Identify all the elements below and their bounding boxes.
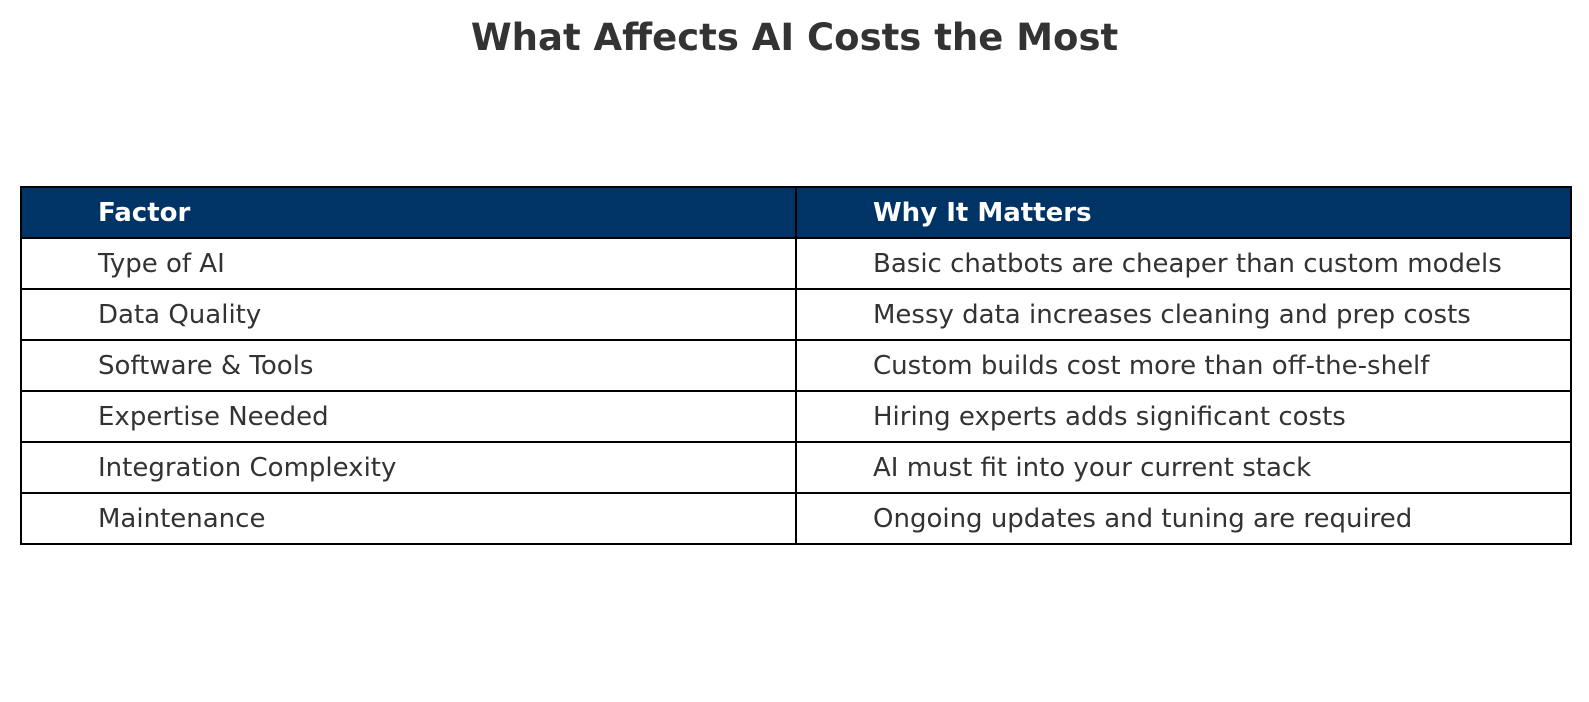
column-header-factor: Factor — [20, 186, 797, 239]
factor-table: Factor Why It Matters Type of AI Basic c… — [20, 186, 1572, 545]
factor-cell: Maintenance — [20, 492, 797, 545]
factor-cell: Software & Tools — [20, 339, 797, 392]
factor-cell: Integration Complexity — [20, 441, 797, 494]
factor-cell: Type of AI — [20, 237, 797, 290]
why-it-matters-cell: Messy data increases cleaning and prep c… — [795, 288, 1572, 341]
table-row: Software & Tools Custom builds cost more… — [20, 339, 1572, 392]
factor-cell: Data Quality — [20, 288, 797, 341]
why-it-matters-cell: Hiring experts adds significant costs — [795, 390, 1572, 443]
table-row: Maintenance Ongoing updates and tuning a… — [20, 492, 1572, 545]
factor-cell: Expertise Needed — [20, 390, 797, 443]
table-row: Data Quality Messy data increases cleani… — [20, 288, 1572, 341]
table-header-row: Factor Why It Matters — [20, 186, 1572, 239]
table-container: Factor Why It Matters Type of AI Basic c… — [20, 186, 1572, 545]
why-it-matters-cell: Custom builds cost more than off-the-she… — [795, 339, 1572, 392]
why-it-matters-cell: Ongoing updates and tuning are required — [795, 492, 1572, 545]
chart-title: What Affects AI Costs the Most — [470, 16, 1119, 59]
table-row: Type of AI Basic chatbots are cheaper th… — [20, 237, 1572, 290]
why-it-matters-cell: AI must fit into your current stack — [795, 441, 1572, 494]
table-row: Integration Complexity AI must fit into … — [20, 441, 1572, 494]
column-header-why-it-matters: Why It Matters — [795, 186, 1572, 239]
table-row: Expertise Needed Hiring experts adds sig… — [20, 390, 1572, 443]
why-it-matters-cell: Basic chatbots are cheaper than custom m… — [795, 237, 1572, 290]
